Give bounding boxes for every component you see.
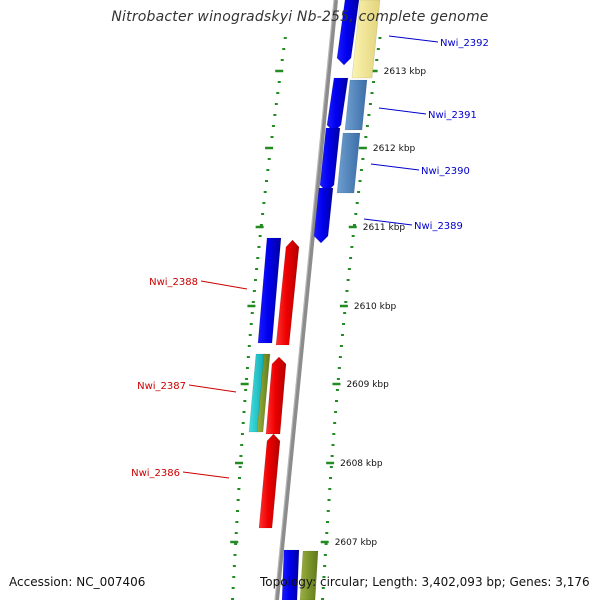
topology-label: Topology: circular; Length: 3,402,093 bp… xyxy=(260,575,590,589)
backbone-highlight xyxy=(274,0,335,601)
gene-arrow-nwi-2386[interactable] xyxy=(258,433,281,529)
gene-leader-line xyxy=(188,384,237,393)
scale-label: 2608 kbp xyxy=(340,459,383,469)
gene-leader-line xyxy=(378,107,427,115)
gene-label[interactable]: Nwi_2387 xyxy=(137,381,186,392)
gene-arrow-nwi-2389[interactable] xyxy=(313,187,334,244)
gene-label[interactable]: Nwi_2386 xyxy=(131,468,180,479)
genome-backbone xyxy=(275,0,338,601)
gene-block-nwi-2392-yellow[interactable] xyxy=(351,0,381,79)
gene-arrow-nwi-2388[interactable] xyxy=(275,239,300,346)
genome-title: Nitrobacter winogradskyi Nb-255, complet… xyxy=(111,9,489,25)
gene-arrow-blue-inner-1[interactable] xyxy=(257,237,282,344)
gene-block-nwi-2391-steel[interactable] xyxy=(344,79,368,131)
scale-label: 2612 kbp xyxy=(373,144,416,154)
gene-label[interactable]: Nwi_2391 xyxy=(428,110,477,121)
gene-leader-line xyxy=(370,163,420,171)
gene-label[interactable]: Nwi_2388 xyxy=(149,277,198,288)
scale-label: 2609 kbp xyxy=(346,380,389,390)
gene-leader-line xyxy=(200,280,248,290)
gene-leader-line xyxy=(388,35,439,43)
gene-leader-line xyxy=(363,218,413,226)
accession-label: Accession: NC_007406 xyxy=(9,575,146,589)
gene-arrow-nwi-2387[interactable] xyxy=(265,356,287,435)
scale-label: 2607 kbp xyxy=(335,538,378,548)
scale-label: 2611 kbp xyxy=(363,223,406,233)
scale-label: 2610 kbp xyxy=(354,302,397,312)
gene-block-olive-inner[interactable] xyxy=(256,353,271,433)
gene-arrow-nwi-2392[interactable] xyxy=(336,0,360,66)
gene-label[interactable]: Nwi_2389 xyxy=(414,221,463,232)
gene-block-nwi-2390-steel[interactable] xyxy=(336,132,361,194)
gene-label[interactable]: Nwi_2390 xyxy=(421,166,470,177)
scale-label: 2613 kbp xyxy=(384,67,427,77)
gene-arrow-nwi-2391[interactable] xyxy=(326,77,349,133)
gene-label[interactable]: Nwi_2392 xyxy=(440,38,489,49)
gene-leader-line xyxy=(182,471,230,479)
